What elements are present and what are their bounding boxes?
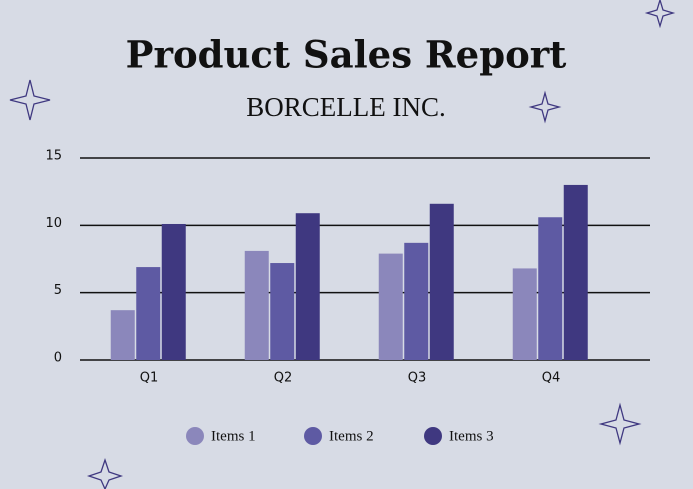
x-tick-label: Q3	[408, 371, 427, 386]
legend-swatch	[304, 427, 322, 445]
bar	[110, 310, 135, 360]
decorations	[9, 0, 676, 489]
y-tick-label: 0	[54, 351, 62, 366]
bar	[136, 267, 161, 360]
bar	[538, 217, 563, 360]
legend-swatch	[424, 427, 442, 445]
y-tick-label: 5	[54, 283, 62, 298]
bar	[404, 242, 429, 360]
legend-label: Items 3	[449, 428, 494, 444]
bar	[270, 263, 295, 360]
bar	[161, 223, 186, 360]
bar	[295, 213, 320, 360]
x-tick-label: Q1	[140, 371, 159, 386]
bar	[512, 268, 537, 360]
x-tick-label: Q4	[542, 371, 561, 386]
y-tick-label: 10	[45, 216, 62, 231]
chart-title: Product Sales Report	[126, 33, 567, 77]
legend-label: Items 2	[329, 428, 374, 444]
x-tick-label: Q2	[274, 371, 293, 386]
bar	[563, 184, 588, 360]
bar	[429, 203, 454, 360]
legend-label: Items 1	[211, 428, 256, 444]
chart-subtitle: BORCELLE INC.	[246, 92, 446, 122]
y-tick-label: 15	[45, 149, 62, 164]
bar	[244, 250, 269, 360]
legend-swatch	[186, 427, 204, 445]
bar	[378, 253, 403, 360]
